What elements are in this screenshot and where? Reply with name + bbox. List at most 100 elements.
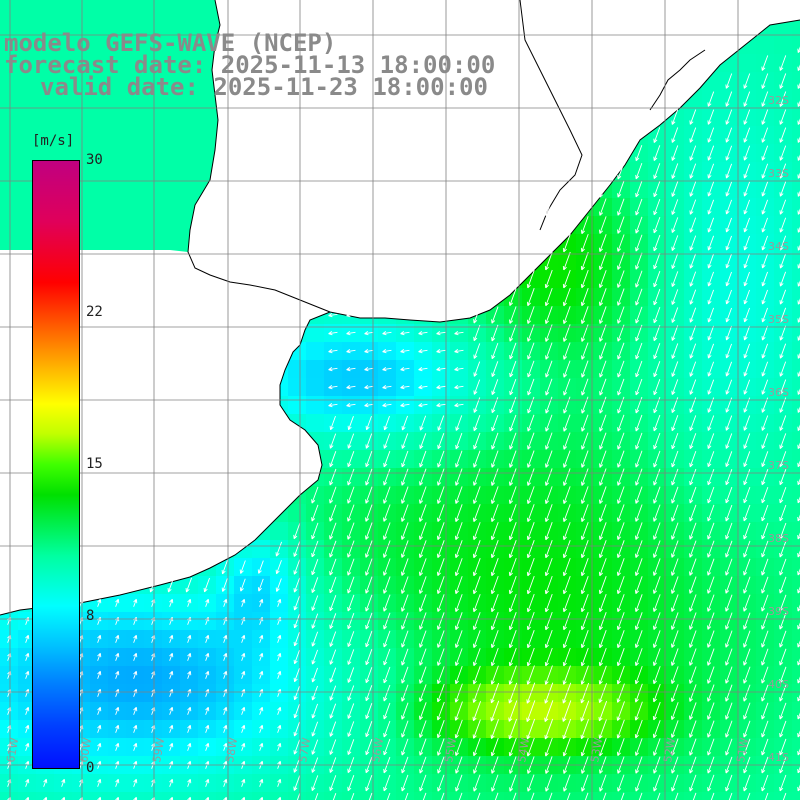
- wind-speed-cell: [792, 234, 800, 253]
- wind-speed-cell: [468, 792, 487, 800]
- wind-speed-cell: [126, 198, 145, 217]
- wind-speed-cell: [648, 792, 667, 800]
- wind-speed-cell: [792, 90, 800, 109]
- wind-speed-cell: [54, 144, 73, 163]
- wind-speed-cell: [504, 792, 523, 800]
- wind-speed-cell: [540, 792, 559, 800]
- colorbar-unit-label: [m/s]: [32, 133, 75, 149]
- wind-speed-cell: [792, 432, 800, 451]
- wind-speed-cell: [18, 72, 37, 91]
- wind-speed-cell: [288, 378, 307, 397]
- wind-speed-cell: [558, 792, 577, 800]
- wind-speed-cell: [432, 792, 451, 800]
- wind-speed-cell: [180, 144, 199, 163]
- wind-speed-cell: [162, 180, 181, 199]
- wind-speed-cell: [792, 450, 800, 469]
- wind-speed-cell: [0, 162, 19, 181]
- wind-speed-cell: [36, 126, 55, 145]
- wind-speed-cell: [54, 108, 73, 127]
- wind-speed-cell: [180, 90, 199, 109]
- wind-speed-cell: [0, 180, 19, 199]
- wind-speed-cell: [36, 72, 55, 91]
- wind-speed-cell: [774, 792, 793, 800]
- wind-speed-cell: [684, 792, 703, 800]
- wind-speed-cell: [18, 90, 37, 109]
- wind-speed-cell: [306, 378, 325, 397]
- wind-speed-cell: [54, 72, 73, 91]
- wind-speed-cell: [180, 126, 199, 145]
- wind-speed-cell: [0, 72, 19, 91]
- latitude-label: 41S: [768, 751, 789, 764]
- wind-speed-cell: [756, 792, 775, 800]
- wind-speed-cell: [162, 90, 181, 109]
- wind-speed-cell: [126, 234, 145, 253]
- wind-speed-cell: [108, 126, 127, 145]
- latitude-label: 39S: [768, 605, 789, 618]
- wind-speed-cell: [756, 36, 775, 55]
- wind-speed-cell: [144, 108, 163, 127]
- wind-speed-cell: [108, 180, 127, 199]
- valid-date-title: valid date: 2025-11-23 18:00:00: [40, 73, 488, 101]
- wind-speed-cell: [792, 198, 800, 217]
- wind-speed-cell: [180, 180, 199, 199]
- wind-speed-cell: [108, 90, 127, 109]
- wind-speed-cell: [180, 54, 199, 73]
- wind-speed-cell: [36, 54, 55, 73]
- latitude-label: 38S: [768, 532, 789, 545]
- wind-speed-cell: [144, 72, 163, 91]
- wind-speed-cell: [126, 216, 145, 235]
- wind-speed-cell: [666, 792, 685, 800]
- wind-speed-cell: [162, 198, 181, 217]
- wind-speed-cell: [738, 792, 757, 800]
- wind-speed-cell: [396, 792, 415, 800]
- wind-speed-cell: [594, 792, 613, 800]
- wind-speed-cell: [126, 36, 145, 55]
- wind-speed-cell: [792, 342, 800, 361]
- wind-speed-cell: [792, 324, 800, 343]
- wind-speed-cell: [72, 72, 91, 91]
- wind-speed-cell: [162, 144, 181, 163]
- wind-speed-cell: [792, 180, 800, 199]
- wind-speed-cell: [792, 108, 800, 127]
- wind-speed-cell: [90, 162, 109, 181]
- wind-speed-cell: [18, 18, 37, 37]
- wind-speed-cell: [72, 126, 91, 145]
- wind-speed-cell: [90, 180, 109, 199]
- wind-speed-cell: [0, 198, 19, 217]
- wind-speed-cell: [144, 162, 163, 181]
- latitude-label: 32S: [768, 94, 789, 107]
- wind-speed-cell: [72, 36, 91, 55]
- wind-speed-cell: [792, 288, 800, 307]
- wind-speed-cell: [792, 126, 800, 145]
- wind-speed-cell: [126, 126, 145, 145]
- wind-speed-cell: [18, 54, 37, 73]
- wind-speed-cell: [72, 18, 91, 37]
- colorbar-tick-label: 8: [86, 608, 95, 624]
- wind-speed-cell: [792, 630, 800, 649]
- wind-speed-cell: [90, 234, 109, 253]
- wind-speed-cell: [54, 18, 73, 37]
- wind-speed-cell: [54, 36, 73, 55]
- wind-speed-cell: [36, 90, 55, 109]
- wind-speed-cell: [306, 396, 325, 415]
- wind-speed-cell: [36, 18, 55, 37]
- wind-speed-cell: [162, 126, 181, 145]
- wind-speed-cell: [180, 108, 199, 127]
- wind-speed-cell: [18, 180, 37, 199]
- wind-speed-cell: [270, 522, 289, 541]
- wind-speed-cell: [792, 414, 800, 433]
- wind-speed-cell: [792, 576, 800, 595]
- wind-speed-cell: [792, 666, 800, 685]
- wind-speed-cell: [72, 0, 91, 19]
- wind-speed-cell: [144, 90, 163, 109]
- wind-speed-cell: [792, 72, 800, 91]
- wind-speed-cell: [144, 54, 163, 73]
- wind-speed-cell: [162, 18, 181, 37]
- latitude-label: 34S: [768, 240, 789, 253]
- wind-speed-cell: [162, 108, 181, 127]
- wind-speed-cell: [792, 468, 800, 487]
- wind-speed-cell: [162, 162, 181, 181]
- wind-speed-cell: [108, 0, 127, 19]
